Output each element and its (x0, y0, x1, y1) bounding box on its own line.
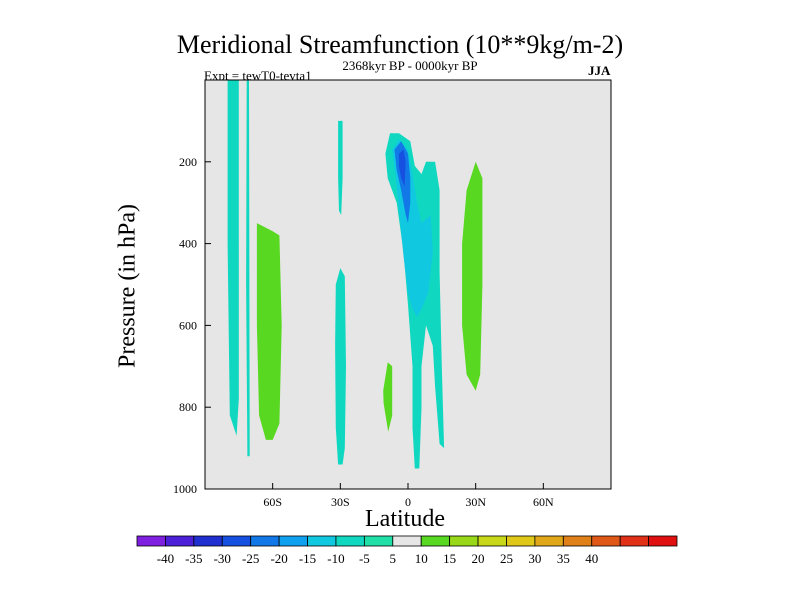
x-tick-label: 60S (263, 495, 282, 509)
colorbar-label: 20 (472, 551, 485, 566)
region-far-south-column-b (246, 80, 250, 457)
x-tick-label: 30S (331, 495, 350, 509)
colorbar-boxes (136, 535, 678, 547)
colorbar-label: -5 (359, 551, 370, 566)
colorbar-label: 25 (500, 551, 513, 566)
colorbar-box (307, 535, 337, 547)
colorbar-label: 30 (528, 551, 541, 566)
colorbar-box (562, 535, 593, 547)
colorbar-box (136, 535, 166, 547)
x-tick-label: 30N (465, 495, 486, 509)
region-small-positive-blob (383, 362, 393, 432)
region-lower-30s-column (335, 268, 346, 465)
colorbar-box (477, 535, 507, 547)
y-tick-label: 400 (179, 237, 197, 251)
colorbar-label: -25 (242, 551, 259, 566)
colorbar-box (221, 535, 252, 547)
colorbar-box (363, 535, 394, 547)
chart-subtitle-right: JJA (588, 63, 611, 78)
y-ticks: 200 400 600 800 1000 (173, 155, 211, 496)
colorbar-label: -30 (214, 551, 231, 566)
x-axis-label: Latitude (365, 506, 445, 532)
colorbar-label: 10 (415, 551, 428, 566)
colorbar-labels: -40 -35 -30 -25 -20 -15 -10 -5 5 10 15 20 25 30 35 40 (157, 551, 598, 566)
region-main-negative-core-15 (394, 141, 411, 224)
colorbar-box (335, 535, 365, 547)
colorbar-label: -35 (185, 551, 202, 566)
region-main-negative-core-20 (399, 149, 406, 187)
region-south-positive-cell (256, 223, 282, 440)
colorbar-box (420, 535, 451, 547)
chart-title: Meridional Streamfunction (10**9kg/m-2) (176, 30, 624, 59)
y-tick-label: 1000 (173, 482, 197, 496)
colorbar-label: -10 (327, 551, 344, 566)
colorbar-box (591, 535, 621, 547)
region-far-south-column-a (227, 80, 239, 436)
contour-regions (227, 80, 483, 469)
chart-subtitle-center: 2368kyr BP - 0000kyr BP (342, 58, 478, 73)
colorbar-label: -40 (157, 551, 174, 566)
colorbar-box (250, 535, 280, 547)
colorbar-box (392, 535, 422, 547)
colorbar-label: 35 (557, 551, 570, 566)
colorbar-label: 40 (585, 551, 598, 566)
colorbar-box (619, 535, 649, 547)
chart-subtitle-left: Expt = tewT0-tevta1 (204, 68, 312, 83)
y-tick-label: 600 (179, 318, 197, 332)
colorbar-label: 5 (390, 551, 397, 566)
x-tick-label: 60N (533, 495, 554, 509)
y-tick-label: 200 (179, 155, 197, 169)
colorbar-box (534, 535, 564, 547)
x-tick-label: 0 (405, 495, 411, 509)
colorbar-label: 15 (443, 551, 456, 566)
y-tick-label: 800 (179, 400, 197, 414)
colorbar-box (449, 535, 479, 547)
colorbar-box (648, 535, 678, 547)
colorbar-box (506, 535, 536, 547)
colorbar-label: -20 (270, 551, 287, 566)
x-ticks: 60S 30S 0 30N 60N (263, 483, 554, 509)
colorbar-label: -15 (299, 551, 316, 566)
colorbar-box (193, 535, 223, 547)
region-north-positive-cell (462, 161, 483, 391)
colorbar-box (165, 535, 195, 547)
colorbar-box (278, 535, 308, 547)
region-upper-30s-blob (338, 120, 343, 215)
